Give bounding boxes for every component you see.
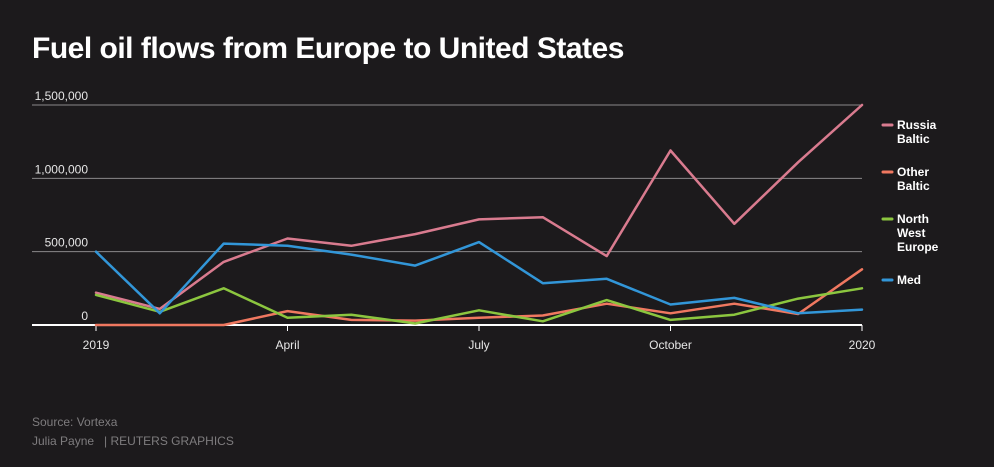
x-tick-label: April: [275, 338, 299, 352]
legend-label-line: Other: [897, 165, 929, 179]
series-line-russia-baltic: [94, 103, 864, 311]
grid-layer: [32, 104, 862, 326]
y-tick-label: 0: [81, 309, 88, 323]
y-tick-label: 1,500,000: [35, 89, 89, 103]
legend-label-med: Med: [897, 273, 921, 287]
legend-label-russia-baltic: Russia Baltic: [897, 118, 937, 146]
legend-label-line: Med: [897, 273, 921, 287]
chart-title: Fuel oil flows from Europe to United Sta…: [32, 32, 624, 65]
legend-label-line: Russia: [897, 118, 937, 132]
y-tick-label: 1,000,000: [35, 162, 89, 176]
x-tick-label: 2020: [849, 338, 876, 352]
series-line-med: [94, 240, 864, 315]
legend-label-other-baltic: Other Baltic: [897, 165, 930, 193]
legend-label-line: Baltic: [897, 179, 930, 193]
series-layer: [94, 103, 864, 327]
series-line-other-baltic: [94, 268, 864, 327]
legend-label-line: West: [897, 226, 925, 240]
legend-label-north-west-europe: North West Europe: [897, 212, 939, 254]
source-note: Source: Vortexa: [32, 415, 118, 429]
agency-name: | REUTERS GRAPHICS: [104, 434, 234, 448]
legend-label-line: Baltic: [897, 132, 930, 146]
series-line-north-west-europe: [94, 287, 864, 325]
axis-layer: 0 500,000 1,000,000 1,500,000 2019 April July O…: [35, 89, 876, 352]
legend-label-line: North: [897, 212, 929, 226]
author-name: Julia Payne: [32, 434, 95, 448]
x-tick-label: July: [468, 338, 489, 352]
y-tick-label: 500,000: [45, 236, 89, 250]
x-tick-label: 2019: [83, 338, 110, 352]
x-tick-label: October: [649, 338, 692, 352]
legend-label-line: Europe: [897, 240, 939, 254]
credit-line: Julia Payne | REUTERS GRAPHICS: [32, 434, 234, 448]
